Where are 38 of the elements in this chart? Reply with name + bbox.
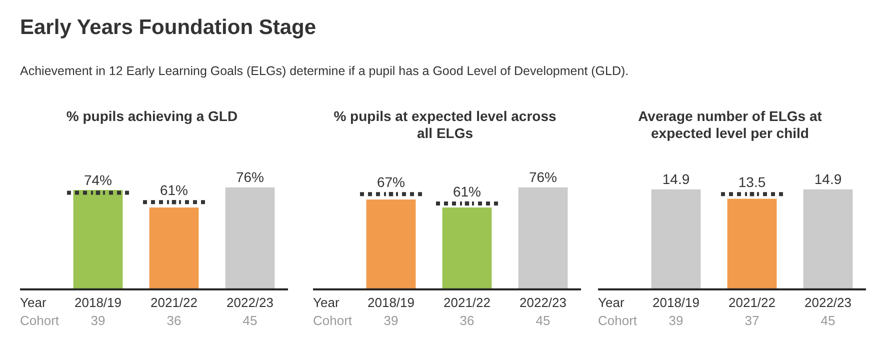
x-tick-label: 2022/23 xyxy=(804,294,852,310)
x-tick-label: 2022/23 xyxy=(226,294,274,310)
text: Year xyxy=(313,294,340,310)
text: 36 xyxy=(460,312,474,328)
text: Cohort xyxy=(313,312,352,328)
text: Cohort xyxy=(20,312,60,328)
data-label: 76% xyxy=(528,169,558,186)
x-tick-label: 2021/22 xyxy=(444,294,490,310)
data-label: 74% xyxy=(84,172,112,188)
text: 45 xyxy=(536,312,550,328)
x-tick-label: 2022/23 xyxy=(520,294,566,310)
chart-title: % pupils at expected level across all ELGs xyxy=(332,108,558,143)
text: 39 xyxy=(90,312,106,328)
data-label: 76% xyxy=(236,169,264,186)
text: 39 xyxy=(668,312,684,328)
data-label: 61% xyxy=(452,183,482,200)
data-label: 14.9 xyxy=(814,171,842,188)
text: 45 xyxy=(242,312,258,328)
x-tick-label: 2021/22 xyxy=(150,294,198,310)
data-label: 14.9 xyxy=(662,171,690,188)
text: 39 xyxy=(384,312,398,328)
chart-title: Average number of ELGs at expected level per child xyxy=(637,108,823,143)
text: 36 xyxy=(166,312,182,328)
text: 45 xyxy=(820,312,836,328)
data-label: 67% xyxy=(376,174,406,190)
text: Year xyxy=(20,294,47,310)
x-tick-label: 2018/19 xyxy=(652,294,700,310)
x-tick-label: 2018/19 xyxy=(368,294,414,310)
text: 37 xyxy=(744,312,760,328)
text: Cohort xyxy=(598,312,638,328)
x-tick-label: 2021/22 xyxy=(728,294,776,310)
data-label: 61% xyxy=(160,182,188,198)
text: Early Years Foundation Stage xyxy=(20,16,316,40)
x-tick-label: 2018/19 xyxy=(74,294,122,310)
text: Achievement in 12 Early Learning Goals (ELGs) determine if a pupil has a Good Level of Development (GLD). xyxy=(20,64,629,78)
text: Year xyxy=(598,294,625,310)
data-label: 13.5 xyxy=(738,174,766,190)
chart-title: % pupils achieving a GLD xyxy=(65,108,239,126)
